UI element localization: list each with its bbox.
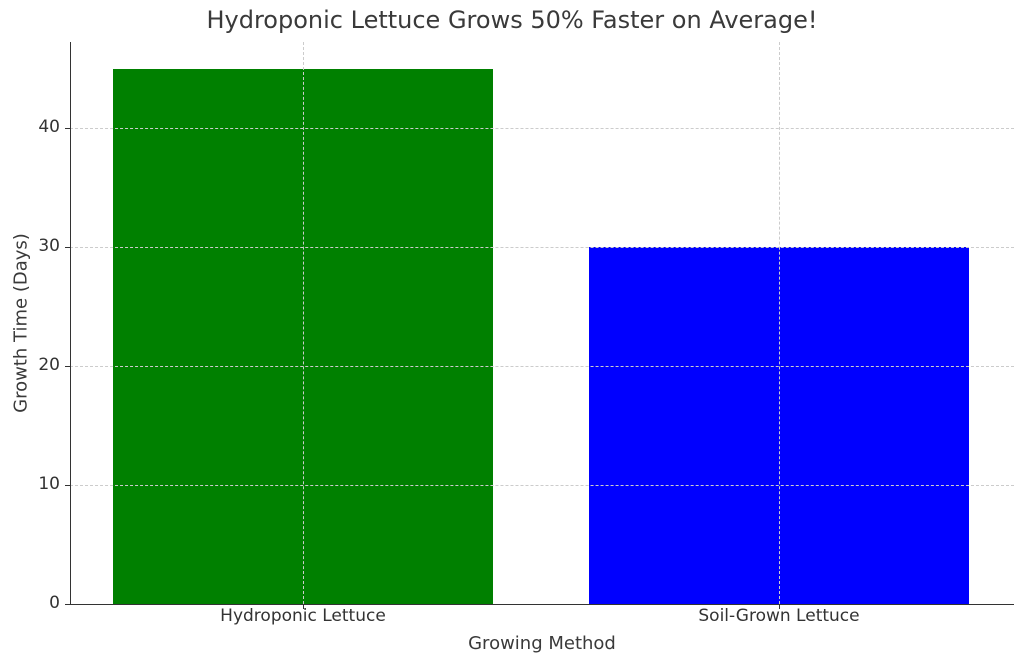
y-axis-line xyxy=(70,42,71,605)
y-axis-label: Growth Time (Days) xyxy=(10,233,32,413)
ytick-mark-20 xyxy=(65,366,70,367)
ytick-mark-0 xyxy=(65,604,70,605)
xtick-mark-soil xyxy=(779,604,780,609)
ytick-label-30: 30 xyxy=(38,236,60,256)
chart-title: Hydroponic Lettuce Grows 50% Faster on A… xyxy=(206,6,818,34)
ytick-mark-30 xyxy=(65,247,70,248)
gridline-y-10 xyxy=(70,485,1014,486)
xtick-mark-hydroponic xyxy=(303,604,304,609)
xtick-label-hydroponic: Hydroponic Lettuce xyxy=(220,606,386,626)
gridline-y-20 xyxy=(70,366,1014,367)
gridline-x-soil xyxy=(779,42,780,604)
ytick-label-40: 40 xyxy=(38,117,60,137)
gridline-y-30 xyxy=(70,247,1014,248)
ytick-label-10: 10 xyxy=(38,474,60,494)
gridline-y-40 xyxy=(70,128,1014,129)
xtick-label-soil: Soil-Grown Lettuce xyxy=(698,606,860,626)
ytick-label-20: 20 xyxy=(38,355,60,375)
x-axis-label: Growing Method xyxy=(468,633,616,654)
ytick-label-0: 0 xyxy=(49,593,60,613)
ytick-mark-10 xyxy=(65,485,70,486)
gridline-x-hydroponic xyxy=(303,42,304,604)
x-axis-line xyxy=(70,604,1014,605)
plot-area xyxy=(70,42,1014,604)
ytick-mark-40 xyxy=(65,128,70,129)
